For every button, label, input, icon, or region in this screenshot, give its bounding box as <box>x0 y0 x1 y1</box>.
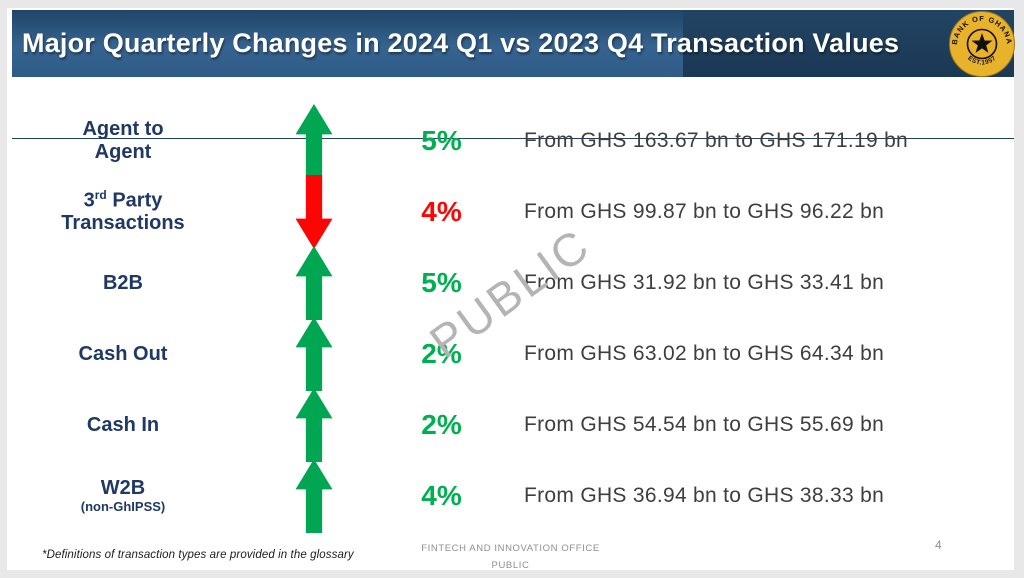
footer-center: FINTECH AND INNOVATION OFFICE PUBLIC <box>7 540 1014 574</box>
table-row-cash-in: Cash In 2% From GHS 54.54 bn to GHS 55.6… <box>7 388 1014 462</box>
footer-classification-label: PUBLIC <box>491 560 530 572</box>
transaction-type-label: Cash In <box>86 413 160 436</box>
percent-change: 4% <box>421 196 462 227</box>
value-change-text: From GHS 36.94 bn to GHS 38.33 bn <box>524 484 885 507</box>
transaction-type-label: 3rd Party Transactions <box>61 187 185 235</box>
transaction-type-label: W2B (non-GhIPSS) <box>80 477 166 515</box>
trend-up-arrow-icon <box>295 104 333 178</box>
trend-up-arrow-icon <box>295 317 333 391</box>
footer-office-label: FINTECH AND INNOVATION OFFICE <box>421 543 600 554</box>
percent-change: 2% <box>421 338 462 369</box>
value-change-text: From GHS 54.54 bn to GHS 55.69 bn <box>524 413 885 436</box>
trend-up-arrow-icon <box>295 388 333 462</box>
glossary-footnote: *Definitions of transaction types are pr… <box>42 549 354 561</box>
slide: Major Quarterly Changes in 2024 Q1 vs 20… <box>7 8 1015 571</box>
value-change-text: From GHS 99.87 bn to GHS 96.22 bn <box>524 200 885 223</box>
transaction-type-label: Agent to Agent <box>82 118 164 163</box>
table-row-cash-out: Cash Out 2% From GHS 63.02 bn to GHS 64.… <box>7 317 1014 391</box>
bank-of-ghana-logo-icon: BANK OF GHANA EST.1957 <box>949 11 1015 77</box>
star-icon <box>971 33 993 53</box>
percent-change: 5% <box>421 267 462 298</box>
page-number: 4 <box>935 538 942 552</box>
value-change-text: From GHS 31.92 bn to GHS 33.41 bn <box>524 271 885 294</box>
transaction-type-label: Cash Out <box>78 342 168 365</box>
trend-up-arrow-icon <box>295 459 333 533</box>
table-row-agent-to-agent: Agent to Agent 5% From GHS 163.67 bn to … <box>7 104 1014 178</box>
trend-down-arrow-icon <box>296 175 333 249</box>
transaction-rows: Agent to Agent 5% From GHS 163.67 bn to … <box>7 104 1014 533</box>
percent-change: 4% <box>421 480 462 511</box>
svg-text:EST.1957: EST.1957 <box>966 55 997 67</box>
percent-change: 2% <box>421 409 462 440</box>
transaction-type-label: B2B <box>102 271 143 294</box>
table-row-b2b: B2B 5% From GHS 31.92 bn to GHS 33.41 bn <box>7 246 1014 320</box>
value-change-text: From GHS 163.67 bn to GHS 171.19 bn <box>524 129 909 152</box>
title-banner: Major Quarterly Changes in 2024 Q1 vs 20… <box>12 10 1015 77</box>
logo-bottom-text: EST.1957 <box>966 55 997 67</box>
trend-up-arrow-icon <box>295 246 333 320</box>
banner-left-panel <box>12 10 684 77</box>
table-row-w2b: W2B (non-GhIPSS) 4% From GHS 36.94 bn to… <box>7 459 1014 533</box>
page-title: Major Quarterly Changes in 2024 Q1 vs 20… <box>22 28 900 58</box>
table-row-third-party: 3rd Party Transactions 4% From GHS 99.87… <box>7 175 1014 246</box>
value-change-text: From GHS 63.02 bn to GHS 64.34 bn <box>524 342 885 365</box>
percent-change: 5% <box>421 125 462 156</box>
horizontal-divider-line <box>12 138 1014 139</box>
